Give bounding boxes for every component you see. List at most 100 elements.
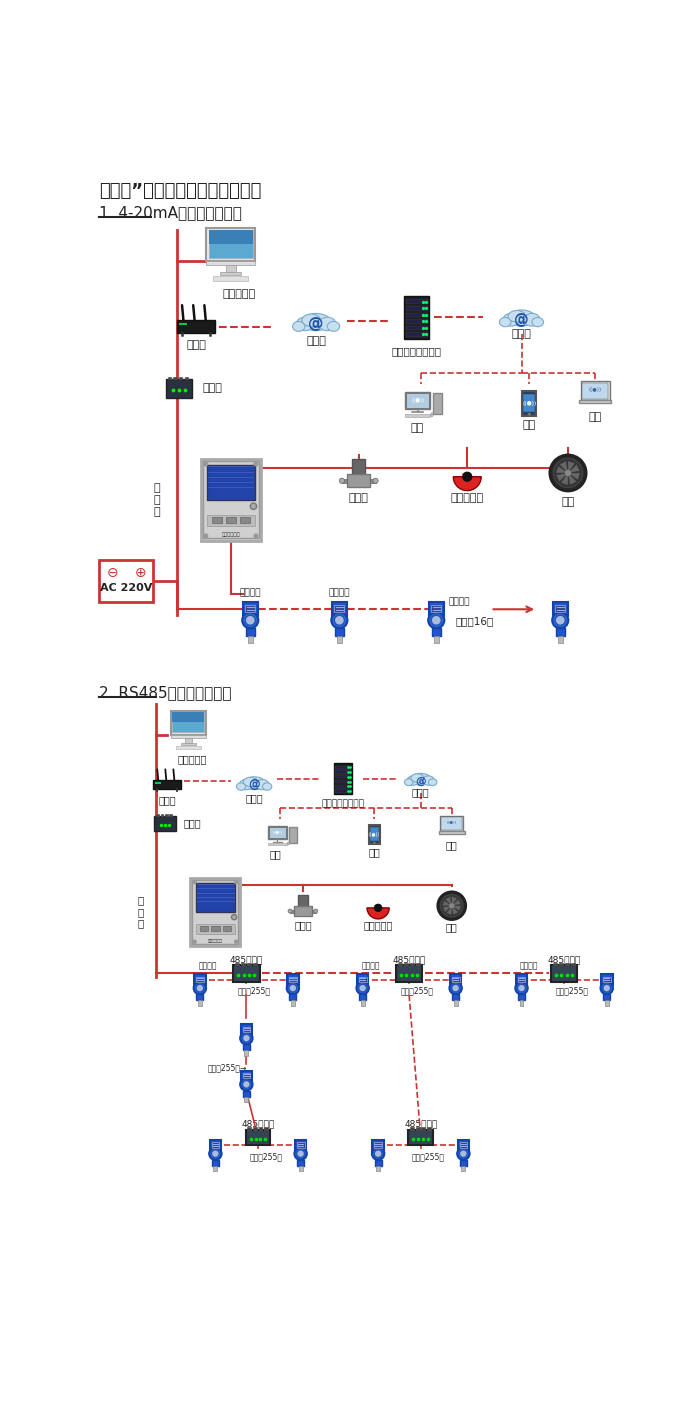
- Bar: [416, 962, 420, 965]
- Bar: [242, 1072, 251, 1078]
- Bar: [294, 906, 312, 916]
- Circle shape: [601, 982, 613, 995]
- Circle shape: [374, 1150, 382, 1158]
- Text: 485中继器: 485中继器: [393, 955, 426, 964]
- Bar: [357, 974, 368, 985]
- Circle shape: [331, 612, 347, 629]
- Text: 可连接255台: 可连接255台: [555, 986, 589, 996]
- Bar: [289, 826, 297, 843]
- Bar: [352, 459, 365, 474]
- Bar: [579, 400, 611, 404]
- Ellipse shape: [411, 774, 424, 782]
- Text: 互联网: 互联网: [245, 794, 263, 803]
- Circle shape: [428, 612, 444, 629]
- Bar: [253, 962, 257, 965]
- Bar: [245, 605, 255, 612]
- Bar: [289, 995, 296, 1000]
- Bar: [312, 909, 316, 913]
- Bar: [190, 878, 240, 946]
- Text: 通
讯
线: 通 讯 线: [137, 895, 144, 929]
- Bar: [243, 1090, 250, 1096]
- Bar: [406, 325, 428, 331]
- Ellipse shape: [407, 775, 419, 785]
- Circle shape: [603, 985, 610, 992]
- Circle shape: [194, 982, 206, 995]
- Bar: [297, 1159, 304, 1166]
- Bar: [195, 924, 235, 934]
- Bar: [212, 1159, 219, 1166]
- Text: 终端: 终端: [589, 412, 602, 422]
- Bar: [335, 765, 351, 768]
- Bar: [335, 775, 351, 778]
- Bar: [408, 1130, 433, 1145]
- Text: ((●)): ((●)): [411, 398, 424, 404]
- Bar: [452, 995, 459, 1000]
- Bar: [565, 962, 568, 965]
- Ellipse shape: [296, 317, 314, 331]
- Polygon shape: [570, 473, 580, 480]
- Text: AC 220V: AC 220V: [100, 584, 153, 594]
- Bar: [337, 636, 342, 643]
- Bar: [240, 516, 250, 523]
- Bar: [220, 273, 241, 276]
- Bar: [559, 962, 563, 965]
- Bar: [405, 297, 429, 339]
- Circle shape: [431, 615, 441, 625]
- Polygon shape: [453, 906, 461, 910]
- Wedge shape: [373, 905, 379, 908]
- Bar: [406, 300, 428, 304]
- Bar: [241, 962, 245, 965]
- Ellipse shape: [410, 774, 431, 785]
- Bar: [214, 1166, 217, 1172]
- Bar: [179, 322, 188, 325]
- Bar: [332, 602, 347, 616]
- Circle shape: [193, 881, 196, 884]
- Text: 可连接255台: 可连接255台: [249, 1152, 282, 1161]
- Bar: [211, 926, 220, 931]
- Text: @: @: [248, 778, 260, 791]
- Bar: [555, 605, 566, 612]
- Circle shape: [555, 615, 566, 625]
- Polygon shape: [568, 461, 575, 471]
- Text: @: @: [309, 317, 324, 332]
- Circle shape: [449, 982, 462, 995]
- Text: @: @: [415, 775, 426, 785]
- Polygon shape: [556, 473, 567, 481]
- Polygon shape: [569, 464, 580, 473]
- Bar: [335, 785, 351, 788]
- Text: 安帕尔网络服务器: 安帕尔网络服务器: [322, 799, 365, 809]
- Bar: [172, 712, 204, 722]
- Bar: [358, 976, 367, 982]
- Ellipse shape: [318, 317, 336, 331]
- Text: ⊖: ⊖: [106, 566, 118, 580]
- Bar: [374, 1142, 382, 1148]
- Ellipse shape: [503, 314, 519, 326]
- Bar: [247, 962, 251, 965]
- Bar: [452, 976, 459, 982]
- Bar: [570, 962, 575, 965]
- Bar: [601, 974, 612, 985]
- Ellipse shape: [237, 782, 246, 791]
- Bar: [243, 602, 258, 616]
- Bar: [267, 843, 287, 846]
- Bar: [432, 629, 441, 636]
- Bar: [522, 391, 536, 416]
- Text: 转换器: 转换器: [183, 819, 201, 829]
- Bar: [461, 1166, 466, 1172]
- Polygon shape: [453, 899, 461, 906]
- Bar: [421, 1127, 425, 1130]
- Text: 电磁阀: 电磁阀: [349, 494, 369, 504]
- Text: 互联网: 互联网: [512, 329, 531, 339]
- Bar: [264, 1127, 268, 1130]
- Bar: [246, 629, 255, 636]
- Bar: [416, 1127, 419, 1130]
- Wedge shape: [367, 908, 389, 919]
- Bar: [516, 974, 527, 985]
- Ellipse shape: [508, 310, 536, 326]
- Bar: [347, 474, 370, 487]
- Bar: [233, 965, 260, 982]
- Text: 路由器: 路由器: [186, 340, 206, 350]
- Ellipse shape: [405, 779, 413, 785]
- Circle shape: [295, 1148, 307, 1159]
- Bar: [203, 461, 258, 539]
